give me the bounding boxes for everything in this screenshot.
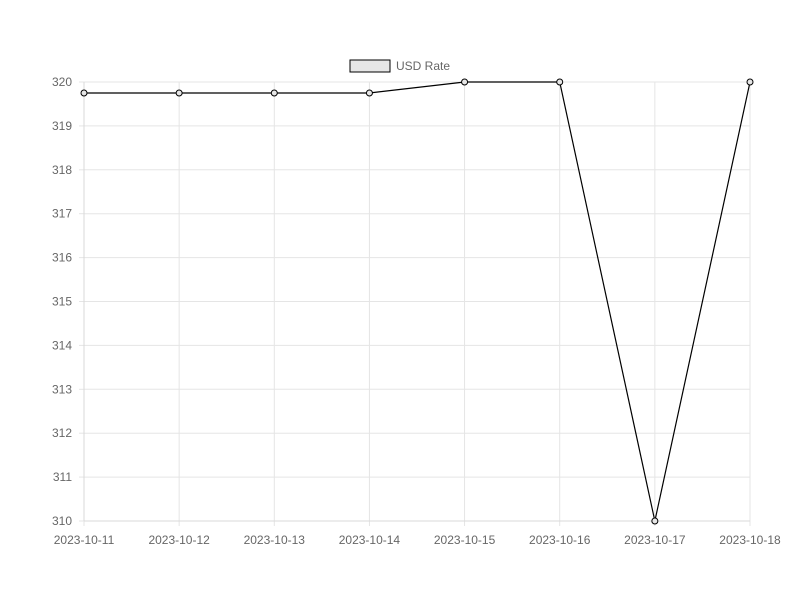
- data-point: [746, 78, 754, 86]
- y-tick-label: 315: [52, 295, 72, 309]
- data-point: [556, 78, 564, 86]
- legend-label: USD Rate: [396, 59, 450, 73]
- x-tick-label: 2023-10-15: [434, 533, 496, 547]
- y-tick-label: 317: [52, 207, 72, 221]
- y-tick-labels: 310 311 312 313 314 315 316 317 318 319 320: [52, 75, 72, 528]
- x-tick-label: 2023-10-14: [339, 533, 401, 547]
- y-tick-label: 319: [52, 119, 72, 133]
- y-tick-label: 318: [52, 163, 72, 177]
- x-tick-label: 2023-10-12: [148, 533, 210, 547]
- series-layer: [80, 78, 754, 525]
- y-tick-label: 320: [52, 75, 72, 89]
- data-point: [461, 78, 469, 86]
- x-tick-labels: 2023-10-11 2023-10-12 2023-10-13 2023-10-14…: [54, 533, 781, 547]
- y-tick-label: 314: [52, 338, 72, 352]
- data-point: [365, 89, 373, 97]
- x-tick-label: 2023-10-11: [54, 533, 115, 547]
- y-tick-label: 310: [52, 514, 72, 528]
- y-tick-label: 313: [52, 382, 72, 396]
- data-point: [651, 517, 659, 525]
- legend[interactable]: USD Rate: [349, 59, 450, 73]
- grid-lines: [83, 81, 751, 522]
- data-point: [80, 89, 88, 97]
- data-point: [175, 89, 183, 97]
- x-tick-label: 2023-10-16: [529, 533, 591, 547]
- y-tick-label: 311: [53, 470, 72, 484]
- legend-swatch: [349, 59, 391, 73]
- axes: [79, 81, 751, 526]
- y-tick-label: 316: [52, 251, 72, 265]
- x-tick-label: 2023-10-18: [719, 533, 781, 547]
- data-point: [270, 89, 278, 97]
- x-tick-label: 2023-10-17: [624, 533, 686, 547]
- y-tick-label: 312: [52, 426, 72, 440]
- x-tick-label: 2023-10-13: [244, 533, 306, 547]
- series-line: [84, 81, 751, 522]
